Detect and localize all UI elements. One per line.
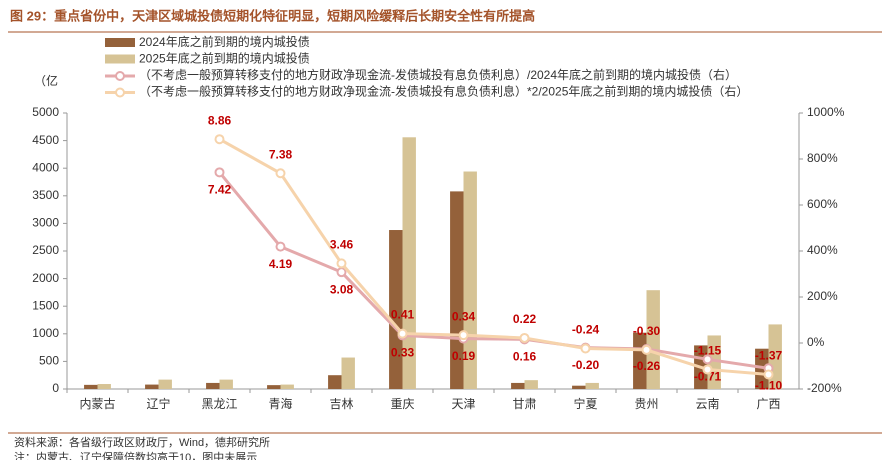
- y-tick-label: 4500: [32, 133, 59, 147]
- value-label: 3.08: [330, 282, 354, 296]
- y-tick-label: 1500: [32, 298, 59, 312]
- value-label: 0.16: [513, 349, 537, 363]
- legend-marker: [115, 71, 125, 81]
- chart-title: 图 29：重点省份中，天津区域城投债短期化特征明显，短期风险缓释后长期安全性有所…: [10, 8, 535, 23]
- value-label: -0.71: [694, 370, 722, 384]
- y-tick-label: 4000: [32, 160, 59, 174]
- line-marker: [519, 332, 530, 343]
- line-marker: [458, 330, 469, 341]
- value-label: -0.26: [633, 359, 661, 373]
- line-marker: [275, 168, 286, 179]
- value-label: -0.20: [572, 358, 600, 372]
- bar: [755, 348, 769, 389]
- x-tick-label: 黑龙江: [201, 397, 237, 411]
- bar: [328, 375, 342, 389]
- x-tick-label: 吉林: [329, 397, 353, 411]
- value-label: 7.42: [208, 183, 232, 197]
- line-marker: [275, 241, 286, 252]
- bar: [341, 357, 355, 389]
- value-label: -1.37: [755, 349, 783, 363]
- legend-marker: [115, 87, 125, 98]
- y2-tick-label: 800%: [807, 151, 838, 165]
- line-marker: [397, 328, 408, 339]
- x-tick-label: 甘肃: [512, 397, 536, 411]
- line-marker: [214, 134, 225, 145]
- y2-tick-label: -200%: [807, 381, 842, 395]
- y-tick-label: 5000: [32, 105, 59, 119]
- line-marker: [336, 267, 347, 278]
- line-marker: [580, 343, 591, 354]
- y-tick-label: 1000: [32, 326, 59, 340]
- value-label: -1.15: [694, 344, 722, 358]
- line: [218, 171, 769, 370]
- value-label: -0.30: [633, 324, 661, 338]
- y2-tick-label: 400%: [807, 243, 838, 257]
- bar: [280, 384, 294, 389]
- bar: [145, 384, 159, 389]
- x-tick-label: 内蒙古: [79, 396, 115, 411]
- source: 资料来源：各省级行政区财政厅，Wind，德邦研究所: [14, 435, 270, 449]
- value-label: 0.41: [391, 308, 415, 322]
- x-tick-label: 青海: [268, 396, 292, 411]
- bar: [84, 384, 98, 389]
- line-marker: [702, 364, 713, 375]
- x-tick-label: 宁夏: [573, 396, 597, 411]
- y2-tick-label: 200%: [807, 289, 838, 303]
- line-marker: [214, 167, 225, 178]
- value-label: 0.33: [391, 346, 415, 360]
- x-tick-label: 贵州: [634, 397, 658, 411]
- value-label: 7.38: [269, 147, 293, 161]
- bar: [646, 290, 660, 389]
- bar: [402, 137, 416, 389]
- legend-label: 2025年底之前到期的境内城投债: [139, 51, 310, 66]
- value-label: 0.22: [513, 312, 537, 326]
- y2-tick-label: 600%: [807, 197, 838, 211]
- x-tick-label: 云南: [695, 396, 719, 411]
- bar: [585, 382, 599, 389]
- value-label: 0.19: [452, 349, 476, 363]
- x-tick-label: 辽宁: [146, 396, 170, 411]
- bar: [206, 382, 220, 389]
- bar: [219, 379, 233, 389]
- y-tick-label: 2500: [32, 243, 59, 257]
- bar: [511, 382, 525, 389]
- bar: [158, 379, 172, 389]
- line-marker: [763, 369, 774, 380]
- bar: [267, 385, 281, 389]
- bar: [707, 335, 721, 389]
- bar: [572, 385, 586, 389]
- value-label: 8.86: [208, 113, 232, 127]
- legend-swatch: [105, 38, 135, 47]
- value-label: 3.46: [330, 238, 354, 252]
- value-label: 4.19: [269, 257, 293, 271]
- line-marker: [336, 258, 347, 269]
- legend-label: （不考虑一般预算转移支付的地方财政净现金流-发债城投有息负债利息）/2024年底…: [139, 67, 737, 82]
- value-label: -0.24: [572, 323, 600, 337]
- y2-tick-label: 1000%: [807, 105, 845, 119]
- y-tick-label: 0: [52, 381, 59, 395]
- y2-tick-label: 0%: [807, 335, 825, 349]
- bar: [389, 230, 403, 389]
- line: [218, 137, 769, 377]
- note: 注：内蒙古、辽宁保障倍数均高于10，图中未展示: [14, 450, 257, 460]
- y-tick-label: 3000: [32, 216, 59, 230]
- y-axis-label: （亿: [34, 73, 58, 88]
- bar: [97, 384, 111, 389]
- line-marker: [641, 344, 652, 355]
- y-tick-label: 500: [39, 354, 59, 368]
- legend-label: 2024年底之前到期的境内城投债: [139, 34, 310, 49]
- x-tick-label: 天津: [451, 397, 475, 411]
- bar: [524, 380, 538, 389]
- legend-swatch: [105, 54, 135, 64]
- x-tick-label: 重庆: [390, 397, 414, 411]
- value-label: 0.34: [452, 309, 476, 323]
- x-tick-label: 广西: [756, 397, 780, 411]
- legend-label: （不考虑一般预算转移支付的地方财政净现金流-发债城投有息负债利息）*2/2025…: [139, 84, 748, 99]
- y-tick-label: 3500: [32, 188, 59, 202]
- value-label: -1.10: [755, 378, 783, 392]
- y-tick-label: 2000: [32, 271, 59, 285]
- line-marker: [702, 354, 713, 365]
